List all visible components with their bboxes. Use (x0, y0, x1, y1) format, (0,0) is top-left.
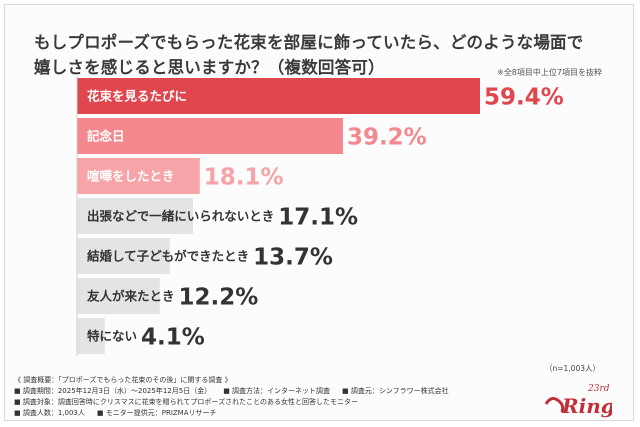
bar-label-1: 花束を見るたびに (87, 89, 187, 104)
footer-line-3: ■ 調査対象：調査回答時にクリスマスに花束を贈られてプロポーズされたことのある女… (14, 398, 358, 406)
footer-period: ■ 調査期間：2025年12月3日（水）～2025年12月5日（金） (14, 387, 212, 395)
bar-2 (77, 118, 343, 154)
footer-line-2: ■ 調査期間：2025年12月3日（水）～2025年12月5日（金） ■ 調査方法… (14, 386, 514, 397)
bar-6 (77, 278, 160, 314)
bar-5 (77, 238, 170, 274)
bar-value-2: 39.2% (347, 125, 427, 151)
bar-3 (77, 158, 200, 194)
bar-label-7: 特にない (87, 329, 137, 344)
footer-provider: ■ モニター提供元：PRIZMAリサーチ (96, 409, 217, 417)
footer-line-4: ■ 調査人数：1,003人 ■ モニター提供元：PRIZMAリサーチ (14, 408, 514, 419)
bar-label-6: 友人が来たとき (86, 289, 175, 304)
bar-value-7: 4.1% (141, 325, 205, 351)
sample-size: （n=1,003人） (544, 364, 600, 373)
chart-note: ※全8項目中上位7項目を抜粋 (497, 68, 602, 77)
bar-value-4: 17.1% (278, 205, 358, 231)
footer-method: ■ 調査方法：インターネット調査 (223, 387, 331, 395)
logo-word: Ring (561, 394, 612, 418)
logo-swash (544, 397, 565, 413)
bar-4 (77, 198, 194, 234)
footer-line-1: 《 調査概要：「プロポーズでもらった花束のその後」に関する調査 》 (14, 376, 232, 384)
bar-label-5: 結婚して子どもができたとき (87, 249, 249, 264)
survey-footer: 《 調査概要：「プロポーズでもらった花束のその後」に関する調査 》 ■ 調査期間… (14, 375, 514, 419)
footer-respondents: ■ 調査人数：1,003人 (14, 409, 85, 417)
bar-1 (77, 78, 480, 114)
bar-value-6: 12.2% (179, 285, 259, 311)
bar-value-5: 13.7% (253, 245, 333, 271)
title-line-2: 嬉しさを感じると思いますか？（複数回答可） (34, 58, 385, 77)
title-line-1: もしプロポーズでもらった花束を部屋に飾っていたら、どのような場面で (34, 33, 584, 52)
bar-label-2: 記念日 (87, 129, 125, 144)
bar-label-4: 出張などで一緒にいられないとき (87, 209, 274, 224)
ring-logo: 23rd Ring (544, 384, 612, 418)
footer-source: ■ 調査元：シンフラワー株式会社 (342, 387, 449, 395)
chart-title: もしプロポーズでもらった花束を部屋に飾っていたら、どのような場面で 嬉しさを感じ… (34, 30, 614, 80)
bar-value-3: 18.1% (204, 165, 284, 191)
logo-badge: 23rd (587, 384, 610, 394)
bar-label-3: 喧嘩をしたとき (87, 169, 175, 184)
bar-value-1: 59.4% (484, 85, 564, 111)
bar-7 (77, 318, 105, 354)
